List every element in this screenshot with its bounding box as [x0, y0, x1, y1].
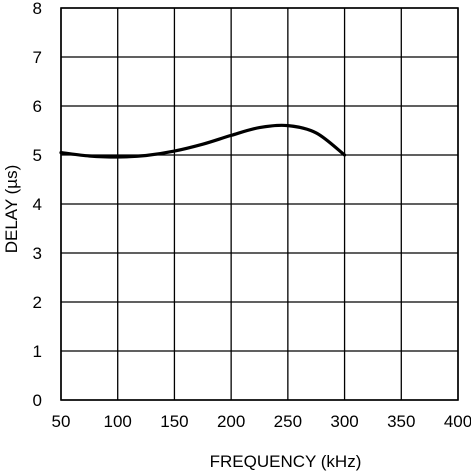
x-tick-label: 100 — [104, 412, 132, 431]
x-tick-label: 300 — [330, 412, 358, 431]
x-tick-label: 200 — [217, 412, 245, 431]
y-axis-ticks: 0 1 2 3 4 5 6 7 8 — [33, 0, 42, 410]
y-tick-label: 3 — [33, 244, 42, 263]
x-tick-label: 350 — [387, 412, 415, 431]
y-tick-label: 4 — [33, 195, 42, 214]
x-tick-label: 250 — [274, 412, 302, 431]
grid — [60, 7, 459, 401]
y-tick-label: 1 — [33, 342, 42, 361]
x-axis-ticks: 50 100 150 200 250 300 350 400 — [52, 412, 471, 431]
y-tick-label: 0 — [33, 391, 42, 410]
y-tick-label: 7 — [33, 48, 42, 67]
y-tick-label: 2 — [33, 293, 42, 312]
x-tick-label: 400 — [444, 412, 471, 431]
y-axis-title: DELAY (µs) — [2, 165, 21, 254]
plot-frame — [60, 7, 459, 401]
x-tick-label: 50 — [52, 412, 71, 431]
y-tick-label: 6 — [33, 97, 42, 116]
delay-series-line — [59, 123, 347, 159]
y-tick-label: 5 — [33, 146, 42, 165]
x-axis-title: FREQUENCY (kHz) — [210, 452, 362, 471]
y-tick-label: 8 — [33, 0, 42, 18]
x-tick-label: 150 — [160, 412, 188, 431]
